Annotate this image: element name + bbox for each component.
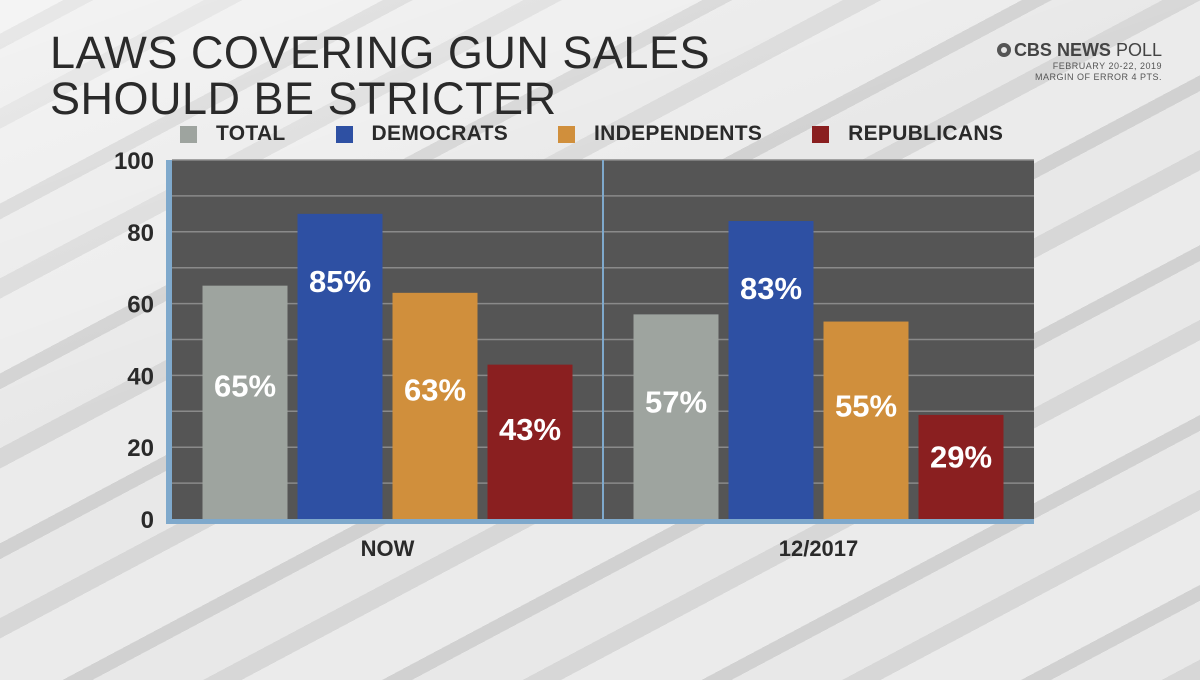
y-tick-label: 20 — [127, 435, 154, 462]
bar-independents — [823, 321, 909, 519]
source-poll-label: POLL — [1115, 40, 1162, 60]
bar-democrats — [297, 213, 383, 519]
data-label: 29% — [930, 440, 992, 475]
source-brand-name: CBS NEWS — [1013, 40, 1111, 60]
legend-label-republicans: REPUBLICANS — [848, 122, 1004, 145]
chart-title: LAWS COVERING GUN SALES SHOULD BE STRICT… — [50, 30, 710, 122]
data-label: 83% — [740, 271, 802, 306]
y-tick-label: 100 — [114, 148, 154, 175]
bar-republicans — [487, 364, 573, 519]
legend-item-republicans: REPUBLICANS — [812, 122, 1003, 146]
title-line-2: SHOULD BE STRICTER — [50, 73, 557, 124]
bar-democrats — [728, 221, 814, 519]
source-margin: MARGIN OF ERROR 4 PTS. — [1034, 72, 1162, 82]
bar-independents — [392, 292, 478, 519]
data-label: 63% — [404, 373, 466, 408]
data-label: 65% — [214, 369, 276, 404]
legend-swatch-democrats — [335, 125, 353, 143]
bar-total — [633, 314, 719, 519]
data-label: 57% — [645, 384, 707, 419]
x-category-label: 12/2017 — [779, 536, 859, 561]
data-label: 85% — [309, 264, 371, 299]
legend-label-independents: INDEPENDENTS — [594, 122, 763, 145]
y-tick-label: 0 — [141, 507, 154, 534]
legend-swatch-republicans — [812, 125, 830, 143]
legend-label-democrats: DEMOCRATS — [371, 122, 509, 145]
y-tick-label: 40 — [127, 363, 154, 390]
bar-republicans — [918, 414, 1004, 519]
data-label: 43% — [499, 412, 561, 447]
legend: TOTAL DEMOCRATS INDEPENDENTS REPUBLICANS — [180, 122, 1003, 146]
legend-item-total: TOTAL — [180, 122, 286, 146]
legend-label-total: TOTAL — [216, 122, 286, 145]
source-brand: CBS NEWS POLL — [996, 40, 1162, 61]
bar-total — [202, 285, 288, 519]
legend-item-independents: INDEPENDENTS — [558, 122, 762, 146]
y-tick-label: 80 — [127, 220, 154, 247]
cbs-eye-icon — [996, 43, 1011, 57]
legend-item-democrats: DEMOCRATS — [335, 122, 509, 146]
data-label: 55% — [835, 388, 897, 423]
legend-swatch-total — [180, 125, 197, 143]
legend-swatch-independents — [558, 125, 576, 143]
x-category-label: NOW — [361, 536, 415, 561]
source-credit: CBS NEWS POLL FEBRUARY 20-22, 2019 MARGI… — [996, 40, 1162, 83]
source-date: FEBRUARY 20-22, 2019 — [1052, 61, 1162, 71]
x-axis-line — [166, 519, 1034, 524]
y-axis-line — [166, 160, 172, 523]
y-tick-label: 60 — [127, 292, 154, 319]
title-line-1: LAWS COVERING GUN SALES — [50, 27, 710, 78]
